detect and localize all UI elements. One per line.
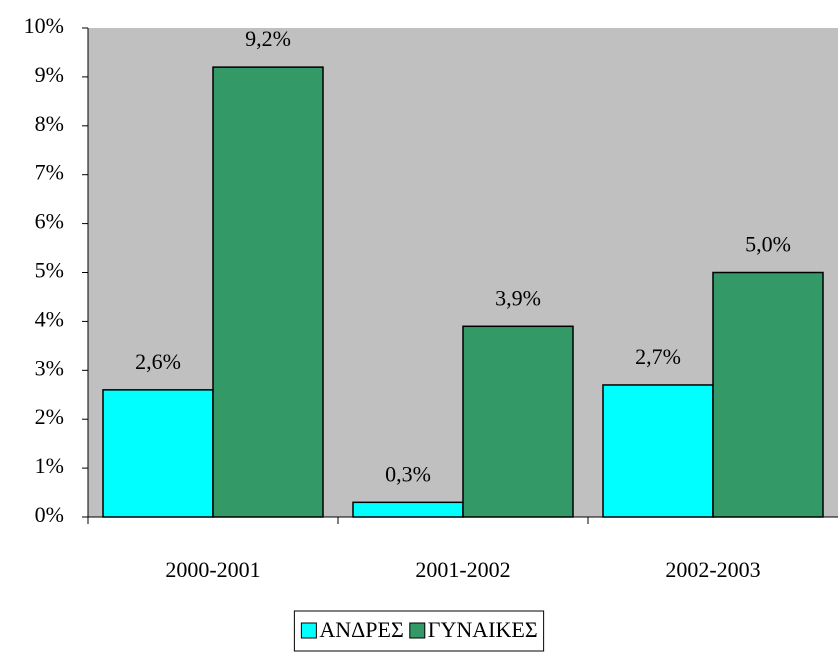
y-tick-label: 0% [35, 502, 64, 527]
value-label: 2,6% [135, 349, 181, 374]
y-tick-label: 3% [35, 355, 64, 380]
y-tick-label: 6% [35, 209, 64, 234]
value-label: 0,3% [385, 461, 431, 486]
value-label: 2,7% [635, 344, 681, 369]
y-tick-label: 10% [24, 13, 64, 38]
x-tick-label: 2002-2003 [665, 557, 760, 582]
y-tick-label: 5% [35, 258, 64, 283]
y-tick-label: 9% [35, 62, 64, 87]
value-label: 3,9% [495, 285, 541, 310]
legend-swatch [300, 622, 317, 639]
y-tick-label: 7% [35, 160, 64, 185]
value-label: 9,2% [245, 26, 291, 51]
y-tick-label: 1% [35, 453, 64, 478]
legend-swatch [409, 622, 426, 639]
legend-label: ΑΝΔΡΕΣ [319, 617, 403, 642]
bar [352, 501, 464, 518]
x-tick-label: 2000-2001 [165, 557, 260, 582]
legend-label: ΓΥΝΑΙΚΕΣ [428, 617, 538, 642]
x-tick-label: 2001-2002 [415, 557, 510, 582]
bar [712, 271, 824, 518]
value-label: 5,0% [745, 232, 791, 257]
y-tick-label: 8% [35, 111, 64, 136]
y-tick-label: 4% [35, 306, 64, 331]
bar [102, 389, 214, 518]
bar [212, 66, 324, 518]
y-tick-label: 2% [35, 404, 64, 429]
bar [462, 325, 574, 518]
bar [602, 384, 714, 518]
